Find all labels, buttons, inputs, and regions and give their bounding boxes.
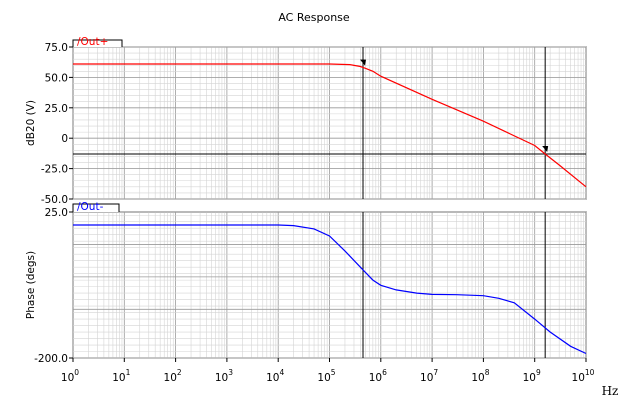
phase-grid: [72, 211, 587, 359]
x-tick-label: 106: [369, 368, 387, 384]
y-tick-label: 75.0: [45, 42, 68, 54]
magnitude-panel: 75.0 50.0 25.0 0 -25.0 -50.0 dB20 (V) /Out+: [25, 36, 587, 206]
series-line-out-minus: [73, 224, 587, 355]
x-tick-label: 103: [215, 368, 233, 384]
x-tick-label: 100: [61, 368, 79, 384]
phase-panel: 25.0 -200.0 Phase (degs) /Out-: [25, 201, 587, 365]
x-tick-label: 104: [266, 368, 284, 384]
legend-label-out-plus: /Out+: [77, 36, 108, 48]
cursor-marker[interactable]: [542, 146, 549, 153]
x-tick-label: 101: [112, 368, 130, 384]
x-tick-label: 105: [317, 368, 335, 384]
magnitude-cursors: [73, 47, 586, 199]
x-tick-label: 102: [164, 368, 182, 384]
phase-cursors: [362, 212, 546, 358]
legend-tab-shape: [72, 39, 123, 47]
magnitude-grid: [72, 46, 587, 200]
legend-tab-out-plus[interactable]: /Out+: [72, 36, 123, 48]
y-tick-label: -50.0: [41, 194, 68, 206]
legend-tab-out-minus[interactable]: /Out-: [72, 201, 120, 213]
y-tick-label: -25.0: [41, 164, 68, 176]
legend-label-out-minus: /Out-: [77, 201, 104, 213]
x-tick-label: 1010: [572, 368, 595, 384]
y-tick-label: 50.0: [45, 72, 68, 84]
magnitude-markers: [360, 59, 549, 153]
chart-title: AC Response: [278, 11, 350, 24]
x-tick-label: 107: [420, 368, 438, 384]
x-axis-unit-label: Hz: [602, 384, 619, 398]
legend-tab-shape: [72, 203, 120, 212]
magnitude-y-axis-label: dB20 (V): [25, 100, 37, 146]
x-tick-label: 109: [523, 368, 541, 384]
cursor-marker[interactable]: [360, 59, 367, 66]
series-line-out-plus: [73, 63, 587, 188]
x-tick-label: 108: [471, 368, 489, 384]
phase-y-axis-label: Phase (degs): [25, 251, 37, 319]
y-tick-label: 0: [61, 133, 68, 145]
magnitude-y-ticks: 75.0 50.0 25.0 0 -25.0 -50.0: [41, 42, 73, 206]
phase-y-ticks: 25.0 -200.0: [34, 207, 73, 365]
x-axis-ticks: 100 101 102 103 104 105 106 107 108 109 1010: [61, 358, 595, 384]
y-tick-label: 25.0: [45, 207, 68, 219]
y-tick-label: -200.0: [34, 353, 68, 365]
y-tick-label: 25.0: [45, 103, 68, 115]
